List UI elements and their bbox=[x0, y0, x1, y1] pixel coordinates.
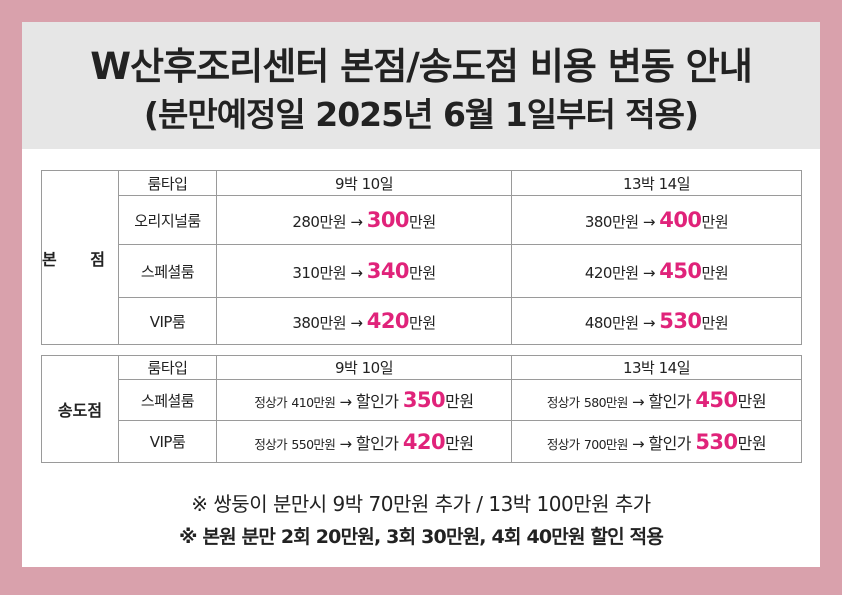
table-row: VIP룸 정상가 550만원 → 할인가 420만원 정상가 700만원 → 할… bbox=[42, 420, 802, 463]
table-row: 스페셜룸 310만원 → 340만원 420만원 → 450만원 bbox=[42, 244, 802, 298]
price-cell-9nights: 정상가 410만원 → 할인가 350만원 bbox=[216, 379, 512, 421]
table-header-row: 본 점 룸타입 9박 10일 13박 14일 bbox=[41, 170, 802, 345]
price-cell-13nights: 정상가 580만원 → 할인가 450만원 bbox=[511, 379, 802, 421]
room-type-cell: 스페셜룸 bbox=[118, 244, 217, 298]
table-header-row: 송도점 룸타입 9박 10일 13박 14일 bbox=[41, 355, 802, 463]
column-header-9nights: 9박 10일 bbox=[216, 170, 512, 196]
price-cell-9nights: 정상가 550만원 → 할인가 420만원 bbox=[216, 420, 512, 463]
branch-label-songdo: 송도점 bbox=[41, 355, 119, 463]
note-twins: ※ 쌍둥이 분만시 9박 70만원 추가 / 13박 100만원 추가 bbox=[191, 492, 651, 516]
column-header-13nights: 13박 14일 bbox=[511, 355, 802, 380]
room-type-cell: 오리지널룸 bbox=[118, 195, 217, 245]
room-type-cell: VIP룸 bbox=[118, 420, 217, 463]
price-cell-9nights: 310만원 → 340만원 bbox=[216, 244, 512, 298]
header-banner: W산후조리센터 본점/송도점 비용 변동 안내 (분만예정일 2025년 6월 … bbox=[22, 22, 820, 149]
column-header-13nights: 13박 14일 bbox=[511, 170, 802, 196]
notice-card: W산후조리센터 본점/송도점 비용 변동 안내 (분만예정일 2025년 6월 … bbox=[22, 22, 820, 567]
column-header-9nights: 9박 10일 bbox=[216, 355, 512, 380]
table-row: 스페셜룸 정상가 410만원 → 할인가 350만원 정상가 580만원 → 할… bbox=[42, 379, 802, 421]
price-cell-13nights: 380만원 → 400만원 bbox=[511, 195, 802, 245]
room-type-cell: 스페셜룸 bbox=[118, 379, 217, 421]
column-header-room-type: 룸타입 bbox=[118, 170, 217, 196]
main-branch-price-table: 본 점 룸타입 9박 10일 13박 14일 오리지널룸 280만원 → 300… bbox=[41, 170, 802, 345]
price-cell-13nights: 420만원 → 450만원 bbox=[511, 244, 802, 298]
price-cell-13nights: 정상가 700만원 → 할인가 530만원 bbox=[511, 420, 802, 463]
column-header-room-type: 룸타입 bbox=[118, 355, 217, 380]
price-cell-13nights: 480만원 → 530만원 bbox=[511, 297, 802, 345]
price-cell-9nights: 380만원 → 420만원 bbox=[216, 297, 512, 345]
table-row: VIP룸 380만원 → 420만원 480만원 → 530만원 bbox=[42, 297, 802, 345]
table-row: 오리지널룸 280만원 → 300만원 380만원 → 400만원 bbox=[42, 195, 802, 245]
room-type-cell: VIP룸 bbox=[118, 297, 217, 345]
price-cell-9nights: 280만원 → 300만원 bbox=[216, 195, 512, 245]
branch-label-main: 본 점 bbox=[41, 170, 119, 345]
page-title: W산후조리센터 본점/송도점 비용 변동 안내 bbox=[90, 45, 753, 88]
note-repeat-discount: ※ 본원 분만 2회 20만원, 3회 30만원, 4회 40만원 할인 적용 bbox=[179, 526, 664, 548]
page-subtitle: (분만예정일 2025년 6월 1일부터 적용) bbox=[143, 95, 699, 134]
songdo-branch-price-table: 송도점 룸타입 9박 10일 13박 14일 스페셜룸 정상가 410만원 → … bbox=[41, 355, 802, 463]
